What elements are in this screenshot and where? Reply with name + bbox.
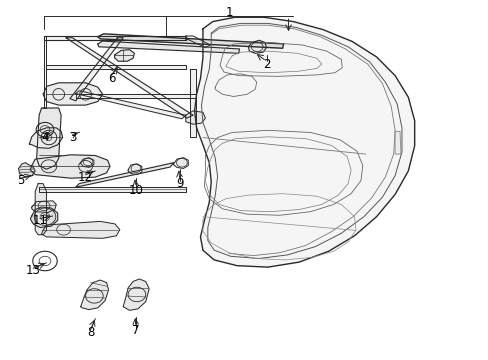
Polygon shape (41, 221, 120, 238)
Polygon shape (70, 38, 123, 101)
Polygon shape (19, 163, 35, 177)
Text: 3: 3 (68, 131, 76, 144)
Text: 6: 6 (107, 72, 115, 85)
Polygon shape (76, 94, 195, 98)
Polygon shape (37, 108, 61, 169)
Polygon shape (66, 38, 193, 118)
Polygon shape (35, 184, 46, 235)
Polygon shape (123, 279, 149, 310)
Text: 7: 7 (132, 324, 140, 337)
Polygon shape (185, 36, 210, 48)
Text: 2: 2 (262, 58, 270, 71)
Polygon shape (30, 207, 58, 228)
Polygon shape (128, 164, 142, 175)
Polygon shape (81, 158, 94, 167)
Polygon shape (44, 36, 185, 40)
Polygon shape (185, 111, 205, 124)
Polygon shape (114, 50, 134, 61)
Polygon shape (81, 280, 108, 310)
Text: 1: 1 (225, 6, 233, 19)
Polygon shape (173, 158, 188, 168)
Text: 9: 9 (176, 177, 183, 190)
Polygon shape (76, 163, 173, 187)
Polygon shape (32, 201, 56, 212)
Text: 10: 10 (128, 184, 143, 197)
Polygon shape (30, 155, 110, 178)
Text: 11: 11 (33, 214, 47, 227)
Polygon shape (189, 69, 195, 137)
Text: 4: 4 (41, 131, 49, 144)
Text: 12: 12 (78, 171, 93, 184)
Polygon shape (98, 34, 283, 48)
Polygon shape (194, 17, 414, 267)
Polygon shape (98, 41, 239, 53)
Polygon shape (43, 83, 102, 105)
Text: 5: 5 (17, 174, 24, 187)
Polygon shape (46, 65, 185, 69)
Text: 8: 8 (86, 327, 94, 339)
Polygon shape (248, 40, 266, 53)
Polygon shape (29, 128, 62, 148)
Polygon shape (39, 187, 185, 192)
Polygon shape (76, 91, 185, 119)
Polygon shape (394, 131, 400, 154)
Polygon shape (44, 36, 46, 108)
Text: 13: 13 (26, 264, 41, 277)
